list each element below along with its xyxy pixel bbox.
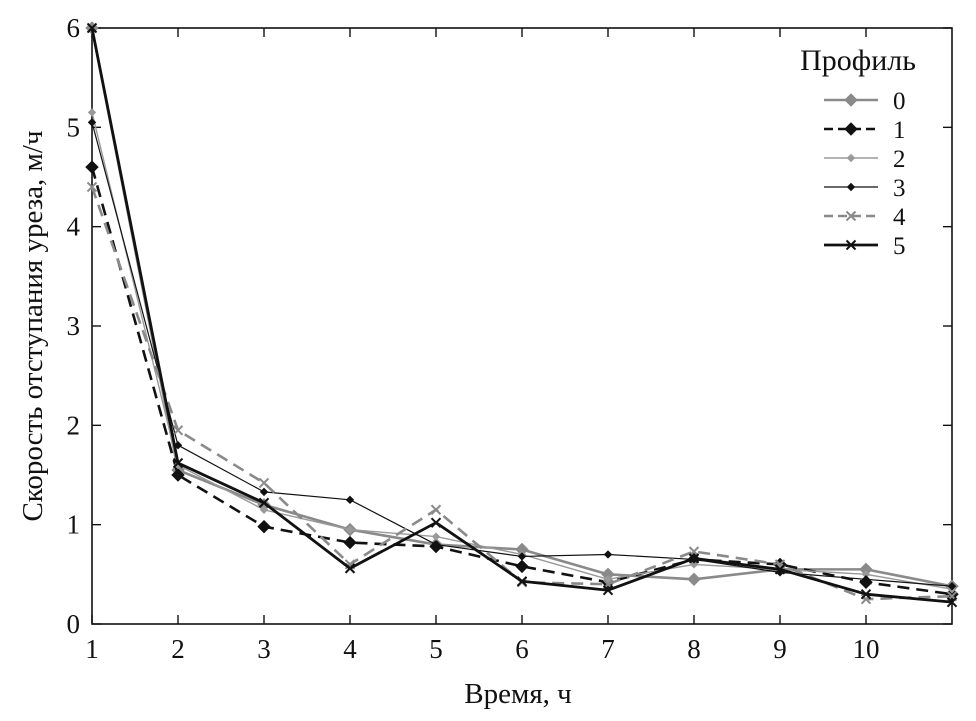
series-line-5 [90, 27, 953, 604]
data-point [344, 563, 356, 574]
series-line-3 [91, 122, 953, 587]
data-point [345, 495, 355, 505]
legend-label: 3 [893, 175, 906, 202]
data-point [259, 487, 269, 497]
data-point [343, 535, 357, 550]
y-tick-label: 6 [67, 13, 81, 43]
series-layer [85, 21, 959, 608]
legend-label: 1 [893, 117, 906, 144]
y-tick-label: 5 [67, 112, 81, 142]
series-3 [87, 118, 957, 591]
x-tick-label: 9 [773, 634, 787, 664]
data-point [946, 596, 958, 608]
y-tick-label: 4 [67, 212, 81, 242]
legend-label: 4 [893, 204, 906, 231]
x-tick-label: 5 [429, 634, 443, 664]
data-point [430, 504, 442, 515]
data-point [87, 108, 97, 117]
data-point [431, 540, 441, 549]
legend-item-4: 4 [824, 204, 906, 231]
legend-item-0: 0 [824, 88, 906, 115]
data-point [258, 497, 270, 509]
x-tick-label: 7 [601, 634, 615, 664]
series-2 [87, 108, 957, 594]
legend-title: Профиль [800, 44, 916, 77]
x-tick-label: 6 [515, 634, 529, 664]
data-point [516, 576, 528, 587]
legend-marker [845, 239, 857, 251]
data-point [171, 468, 185, 482]
x-axis-label: Время, ч [464, 678, 572, 710]
data-point [345, 525, 355, 534]
series-0 [85, 21, 959, 593]
series-line-2 [91, 112, 953, 590]
y-tick-label: 2 [67, 410, 81, 440]
legend-label: 2 [893, 146, 906, 173]
plot-area-border [91, 27, 953, 625]
data-point [86, 181, 98, 193]
data-point [774, 564, 786, 575]
x-tick-label: 2 [171, 634, 185, 664]
legend-marker [846, 182, 856, 192]
data-point [431, 532, 441, 541]
data-point [687, 572, 701, 587]
x-tick-label: 3 [257, 634, 271, 664]
data-point [603, 575, 613, 584]
y-tick-label: 1 [67, 510, 81, 540]
data-point [85, 160, 99, 174]
legend-marker [844, 122, 858, 136]
legend-item-3: 3 [824, 175, 906, 202]
series-line-0 [90, 27, 953, 588]
series-1 [85, 160, 959, 601]
x-tick-label: 4 [343, 634, 357, 664]
x-axis: 1 2 3 4 5 6 7 8 9 10 [85, 28, 880, 664]
legend-label: 5 [893, 233, 906, 260]
data-point [430, 517, 442, 528]
legend-marker [845, 210, 857, 222]
data-point [87, 118, 97, 127]
data-point [689, 560, 699, 569]
series-line-1 [90, 166, 953, 596]
x-tick-label: 1 [85, 634, 99, 664]
legend-marker [846, 153, 856, 163]
legend-item-1: 1 [824, 117, 906, 144]
series-line-4 [90, 186, 953, 601]
data-point [172, 425, 184, 436]
data-point [258, 477, 270, 489]
legend-marker [844, 93, 858, 107]
y-tick-label: 0 [67, 609, 81, 639]
data-point [259, 505, 269, 514]
legend-item-5: 5 [824, 233, 906, 260]
data-point [86, 22, 98, 34]
x-tick-label: 10 [853, 634, 880, 664]
legend-label: 0 [893, 88, 906, 115]
data-point [515, 559, 529, 574]
legend-item-2: 2 [824, 146, 906, 173]
data-point [603, 550, 613, 559]
series-5 [86, 22, 958, 608]
data-point [173, 440, 183, 450]
data-point [688, 553, 700, 564]
data-point [517, 552, 527, 561]
x-tick-label: 8 [687, 634, 701, 664]
data-point [860, 588, 872, 600]
data-point [172, 457, 184, 469]
data-point [861, 575, 871, 584]
plot-frame [91, 27, 953, 625]
y-axis-label: Скорость отступания уреза, м/ч [17, 130, 49, 521]
data-point [947, 582, 957, 591]
y-tick-label: 3 [67, 311, 81, 341]
data-point [602, 585, 614, 596]
data-point [257, 519, 271, 534]
